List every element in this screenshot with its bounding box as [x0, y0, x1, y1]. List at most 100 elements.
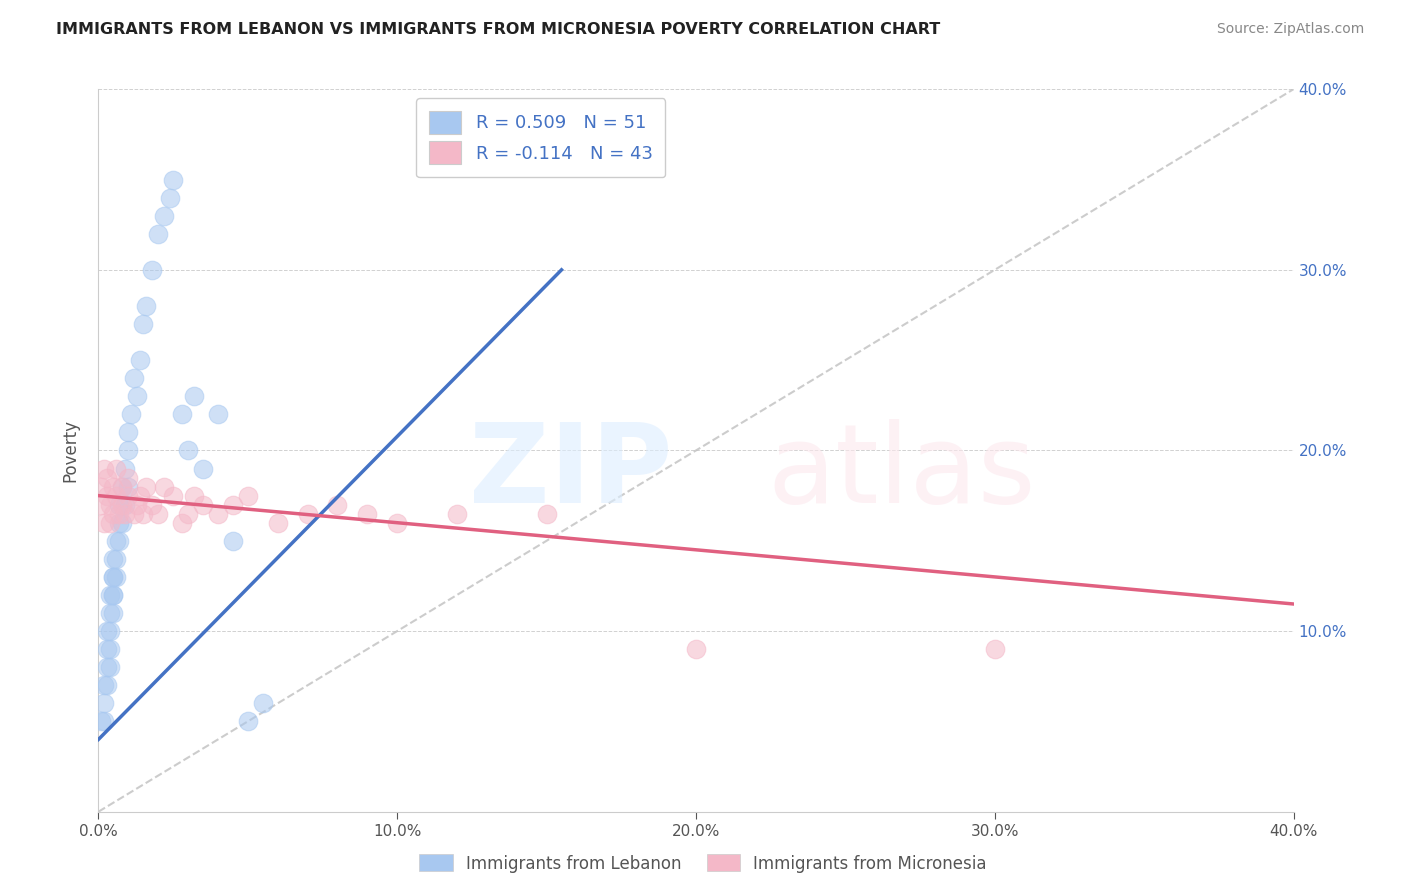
Point [103, 480, 125, 494]
Point [105, 551, 128, 566]
Point [177, 507, 200, 521]
Point [117, 470, 139, 484]
Point [96, 678, 118, 692]
Point [536, 507, 558, 521]
Point [124, 507, 146, 521]
Point [207, 407, 229, 422]
Point [117, 443, 139, 458]
Point [183, 489, 205, 503]
Point [132, 507, 155, 521]
Point [385, 516, 409, 530]
Point [236, 714, 259, 729]
Point [90, 480, 112, 494]
Point [111, 516, 134, 530]
Point [984, 642, 1007, 657]
Point [93, 697, 115, 711]
Point [96, 660, 118, 674]
Point [191, 461, 214, 475]
Point [108, 516, 131, 530]
Point [162, 489, 184, 503]
Point [127, 498, 149, 512]
Point [105, 489, 128, 503]
Point [103, 606, 125, 620]
Point [222, 533, 245, 548]
Point [111, 498, 134, 512]
Point [685, 642, 707, 657]
Point [129, 353, 152, 368]
Point [98, 606, 122, 620]
Point [103, 507, 125, 521]
Point [114, 507, 136, 521]
Text: Source: ZipAtlas.com: Source: ZipAtlas.com [1216, 22, 1364, 37]
Point [141, 498, 163, 512]
Point [236, 489, 259, 503]
Point [105, 461, 128, 475]
Point [108, 533, 131, 548]
Legend: Immigrants from Lebanon, Immigrants from Micronesia: Immigrants from Lebanon, Immigrants from… [413, 847, 993, 880]
Point [96, 624, 118, 639]
Point [153, 480, 176, 494]
Point [148, 227, 170, 241]
Text: ZIP: ZIP [468, 418, 672, 525]
Point [159, 191, 181, 205]
Point [105, 570, 128, 584]
Point [135, 480, 157, 494]
Point [127, 389, 149, 403]
Point [191, 498, 214, 512]
Point [141, 263, 163, 277]
Y-axis label: Poverty: Poverty [62, 419, 80, 482]
Point [326, 498, 349, 512]
Point [446, 507, 468, 521]
Point [114, 461, 136, 475]
Point [162, 172, 184, 186]
Point [96, 489, 118, 503]
Point [93, 714, 115, 729]
Point [93, 461, 115, 475]
Point [124, 371, 146, 385]
Point [98, 642, 122, 657]
Point [129, 489, 152, 503]
Point [96, 642, 118, 657]
Point [222, 498, 245, 512]
Point [111, 480, 134, 494]
Point [96, 470, 118, 484]
Point [90, 714, 112, 729]
Point [132, 317, 155, 331]
Point [153, 209, 176, 223]
Point [98, 498, 122, 512]
Point [103, 588, 125, 602]
Point [98, 660, 122, 674]
Point [105, 533, 128, 548]
Point [111, 480, 134, 494]
Point [177, 443, 200, 458]
Point [117, 489, 139, 503]
Point [98, 624, 122, 639]
Point [103, 588, 125, 602]
Point [108, 507, 131, 521]
Point [120, 407, 142, 422]
Point [90, 498, 112, 512]
Point [135, 299, 157, 313]
Point [183, 389, 205, 403]
Point [103, 551, 125, 566]
Point [98, 516, 122, 530]
Point [172, 407, 194, 422]
Point [207, 507, 229, 521]
Point [117, 425, 139, 440]
Point [93, 678, 115, 692]
Point [297, 507, 319, 521]
Legend: R = 0.509   N = 51, R = -0.114   N = 43: R = 0.509 N = 51, R = -0.114 N = 43 [416, 98, 665, 178]
Text: atlas: atlas [768, 418, 1036, 525]
Point [98, 588, 122, 602]
Text: IMMIGRANTS FROM LEBANON VS IMMIGRANTS FROM MICRONESIA POVERTY CORRELATION CHART: IMMIGRANTS FROM LEBANON VS IMMIGRANTS FR… [56, 22, 941, 37]
Point [93, 516, 115, 530]
Point [252, 697, 274, 711]
Point [117, 480, 139, 494]
Point [114, 498, 136, 512]
Point [356, 507, 378, 521]
Point [267, 516, 290, 530]
Point [148, 507, 170, 521]
Point [108, 498, 131, 512]
Point [172, 516, 194, 530]
Point [103, 570, 125, 584]
